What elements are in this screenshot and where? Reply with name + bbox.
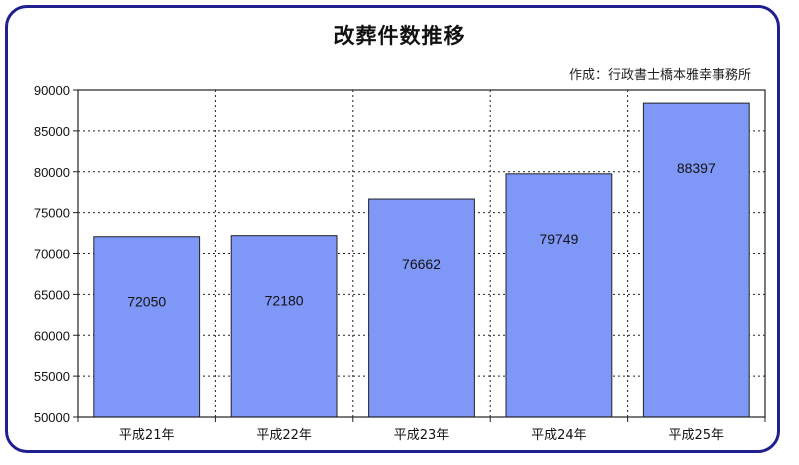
bar-value-label: 72180 [265,293,304,309]
y-tick-label: 60000 [34,328,70,343]
chart-credit: 作成：行政書士橋本雅幸事務所 [568,68,751,83]
plot-border [77,89,766,418]
bar [230,235,338,418]
y-tick-label: 70000 [34,247,70,262]
chart-title: 改葬件数推移 [333,24,466,48]
y-tick-label: 55000 [34,369,70,384]
x-tick-label: 平成25年 [669,428,725,443]
y-tick-label: 90000 [34,83,70,98]
bar [642,102,750,418]
y-tick-label: 50000 [34,410,70,425]
x-tick-label: 平成23年 [394,428,450,443]
bar-value-label: 88397 [677,160,716,176]
y-tick-label: 75000 [34,206,70,221]
x-tick-label: 平成21年 [119,428,175,443]
y-tick-label: 85000 [34,124,70,139]
x-tick-label: 平成22年 [256,428,312,443]
bar [505,173,613,418]
x-tick-label: 平成24年 [531,428,587,443]
bar [93,236,201,418]
bar [368,198,475,418]
bar-value-label: 79749 [539,231,578,247]
bar-value-label: 76662 [402,256,441,272]
y-tick-label: 80000 [34,165,70,180]
y-tick-label: 65000 [34,287,70,302]
bar-value-label: 72050 [127,294,166,310]
